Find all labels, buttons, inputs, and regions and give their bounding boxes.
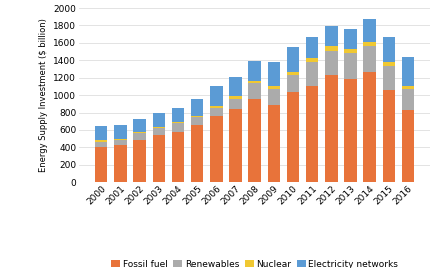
- Bar: [209, 116, 222, 182]
- Bar: [114, 145, 126, 182]
- Bar: [363, 19, 375, 42]
- Bar: [286, 92, 299, 182]
- Bar: [343, 28, 356, 49]
- Bar: [343, 49, 356, 53]
- Bar: [248, 61, 260, 81]
- Bar: [133, 119, 145, 132]
- Bar: [401, 110, 413, 182]
- Bar: [401, 57, 413, 86]
- Bar: [133, 132, 145, 133]
- Bar: [401, 86, 413, 89]
- Y-axis label: Energy Supply Investment ($ billion): Energy Supply Investment ($ billion): [39, 18, 48, 172]
- Bar: [286, 72, 299, 75]
- Bar: [229, 96, 241, 99]
- Bar: [152, 113, 165, 127]
- Bar: [95, 147, 107, 182]
- Bar: [95, 126, 107, 140]
- Bar: [209, 86, 222, 106]
- Bar: [248, 99, 260, 182]
- Bar: [133, 133, 145, 140]
- Bar: [152, 127, 165, 128]
- Bar: [133, 140, 145, 182]
- Bar: [363, 42, 375, 46]
- Bar: [229, 77, 241, 96]
- Bar: [363, 72, 375, 182]
- Bar: [382, 37, 394, 62]
- Bar: [382, 62, 394, 66]
- Bar: [209, 108, 222, 116]
- Bar: [229, 109, 241, 182]
- Bar: [325, 26, 337, 46]
- Bar: [305, 37, 318, 58]
- Bar: [363, 46, 375, 72]
- Bar: [267, 105, 279, 182]
- Bar: [191, 125, 203, 182]
- Bar: [325, 46, 337, 51]
- Bar: [286, 75, 299, 92]
- Bar: [171, 132, 184, 182]
- Bar: [343, 53, 356, 79]
- Bar: [305, 62, 318, 85]
- Bar: [305, 58, 318, 62]
- Bar: [114, 139, 126, 140]
- Bar: [114, 140, 126, 145]
- Bar: [267, 86, 279, 89]
- Bar: [248, 83, 260, 99]
- Bar: [343, 79, 356, 182]
- Bar: [382, 65, 394, 90]
- Bar: [95, 140, 107, 142]
- Bar: [152, 128, 165, 135]
- Bar: [401, 89, 413, 110]
- Bar: [95, 142, 107, 147]
- Bar: [325, 75, 337, 182]
- Bar: [267, 89, 279, 105]
- Bar: [152, 135, 165, 182]
- Bar: [248, 81, 260, 83]
- Bar: [286, 47, 299, 72]
- Bar: [171, 122, 184, 124]
- Bar: [171, 108, 184, 122]
- Bar: [382, 90, 394, 182]
- Bar: [171, 124, 184, 132]
- Bar: [191, 117, 203, 125]
- Bar: [191, 116, 203, 117]
- Bar: [191, 99, 203, 116]
- Legend: Fossil fuel, Renewables, Nuclear, Electricity networks: Fossil fuel, Renewables, Nuclear, Electr…: [111, 260, 397, 268]
- Bar: [267, 62, 279, 86]
- Bar: [209, 106, 222, 108]
- Bar: [305, 85, 318, 182]
- Bar: [114, 125, 126, 139]
- Bar: [229, 99, 241, 109]
- Bar: [325, 51, 337, 75]
